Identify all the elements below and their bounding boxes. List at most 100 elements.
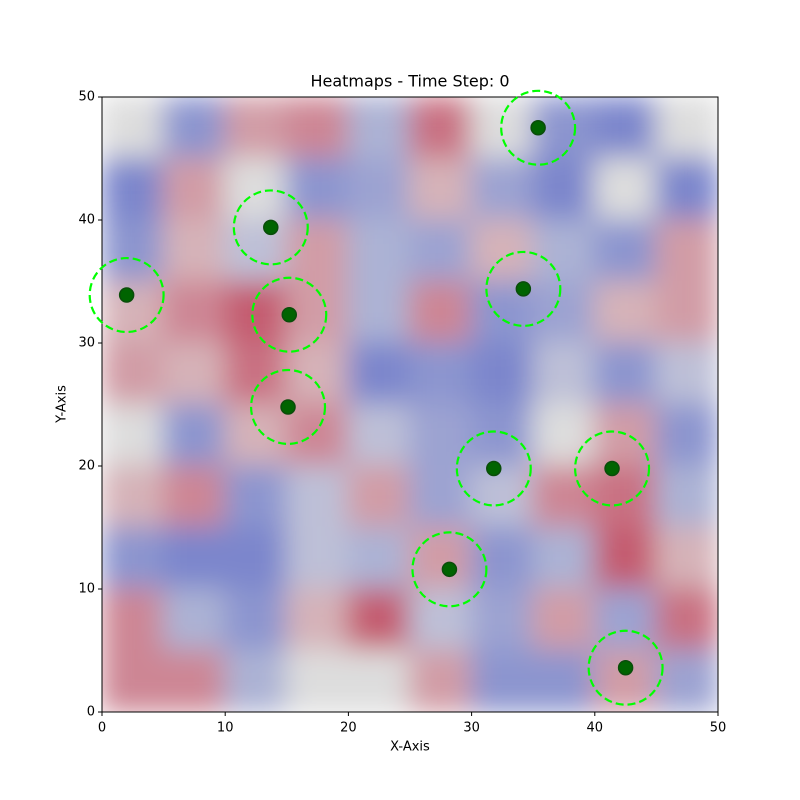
heat-cell xyxy=(102,403,165,467)
heat-cell xyxy=(470,219,535,283)
heat-cell xyxy=(470,465,535,529)
range-ring xyxy=(455,430,532,507)
heat-cell xyxy=(655,588,718,652)
heat-cell xyxy=(102,649,165,712)
agent-point xyxy=(441,561,458,578)
heat-cell xyxy=(285,157,350,221)
heat-cell xyxy=(102,526,165,590)
y-tick-label: 30 xyxy=(78,336,95,351)
heat-cell xyxy=(593,649,658,712)
agent-point xyxy=(486,460,502,477)
y-tick-label: 20 xyxy=(78,459,95,474)
y-tick-label: 0 xyxy=(87,705,95,720)
heat-cell xyxy=(655,403,718,467)
heat-cell xyxy=(532,219,596,283)
heat-cell xyxy=(655,526,718,590)
heat-cell xyxy=(532,403,596,467)
heat-cell xyxy=(409,219,473,283)
heat-cell xyxy=(285,465,350,529)
heat-cell xyxy=(655,465,718,529)
heat-cell xyxy=(102,465,165,529)
heat-cell xyxy=(102,280,165,344)
heat-cell xyxy=(224,97,288,160)
heat-cell xyxy=(162,588,227,652)
heat-cell xyxy=(409,342,473,406)
y-tick-label: 10 xyxy=(78,582,95,597)
heat-cell xyxy=(532,280,596,344)
heat-cell xyxy=(285,588,350,652)
heat-cell xyxy=(470,649,535,712)
heatmap xyxy=(102,97,718,712)
heat-cell xyxy=(470,157,535,221)
x-tick-label: 50 xyxy=(710,721,727,736)
heat-cell xyxy=(655,219,718,283)
heat-cell xyxy=(593,588,658,652)
heat-cell xyxy=(162,465,227,529)
heat-cell xyxy=(102,588,165,652)
heat-cell xyxy=(347,97,411,160)
x-tick-label: 0 xyxy=(98,721,106,736)
x-tick-label: 40 xyxy=(587,721,604,736)
heat-cell xyxy=(347,403,411,467)
heat-cell xyxy=(347,280,411,344)
heat-cell xyxy=(224,465,288,529)
heat-cell xyxy=(285,649,350,712)
range-ring xyxy=(251,276,328,353)
heat-cell xyxy=(162,280,227,344)
x-axis-label: X-Axis xyxy=(390,740,430,755)
heat-cell xyxy=(162,526,227,590)
heat-cell xyxy=(224,403,288,467)
heat-cell xyxy=(347,588,411,652)
heat-cell xyxy=(224,649,288,712)
range-ring xyxy=(249,368,327,446)
agent-point xyxy=(617,659,634,676)
heat-cell xyxy=(224,588,288,652)
heat-cell xyxy=(102,157,165,221)
heat-cell xyxy=(409,157,473,221)
heat-cell xyxy=(409,280,473,344)
heat-cell xyxy=(102,342,165,406)
heat-cell xyxy=(285,219,350,283)
agent-point xyxy=(118,287,135,303)
heat-cell xyxy=(224,280,288,344)
heat-cell xyxy=(347,342,411,406)
range-ring xyxy=(500,89,577,166)
range-ring xyxy=(485,250,562,327)
agent-point xyxy=(263,219,279,236)
heat-cell xyxy=(593,280,658,344)
x-tick-label: 20 xyxy=(340,721,357,736)
heat-cell xyxy=(470,342,535,406)
heat-cell xyxy=(347,526,411,590)
heat-cell xyxy=(593,219,658,283)
heat-cell xyxy=(285,97,350,160)
heat-cell xyxy=(102,97,165,160)
heat-cell xyxy=(347,465,411,529)
heat-cell xyxy=(655,157,718,221)
heat-cell xyxy=(409,649,473,712)
y-tick-label: 50 xyxy=(78,90,95,105)
heat-cell xyxy=(532,588,596,652)
heat-cell xyxy=(162,342,227,406)
heat-cell xyxy=(532,342,596,406)
heat-cell xyxy=(593,97,658,160)
x-tick-label: 10 xyxy=(217,721,234,736)
heat-cell xyxy=(593,157,658,221)
agent-point xyxy=(280,399,296,415)
heat-cell xyxy=(162,649,227,712)
heat-cell xyxy=(285,526,350,590)
range-ring xyxy=(587,629,664,706)
heat-cell xyxy=(409,465,473,529)
heat-cell xyxy=(532,649,596,712)
range-ring xyxy=(88,256,165,334)
heat-cell xyxy=(347,219,411,283)
heat-cell xyxy=(470,526,535,590)
range-ring xyxy=(411,531,488,608)
heat-cell xyxy=(162,403,227,467)
agent-point xyxy=(530,120,546,136)
heat-cell xyxy=(224,157,288,221)
heat-cell xyxy=(409,588,473,652)
heat-cell xyxy=(532,465,596,529)
heat-cell xyxy=(532,526,596,590)
heat-cell xyxy=(655,342,718,406)
